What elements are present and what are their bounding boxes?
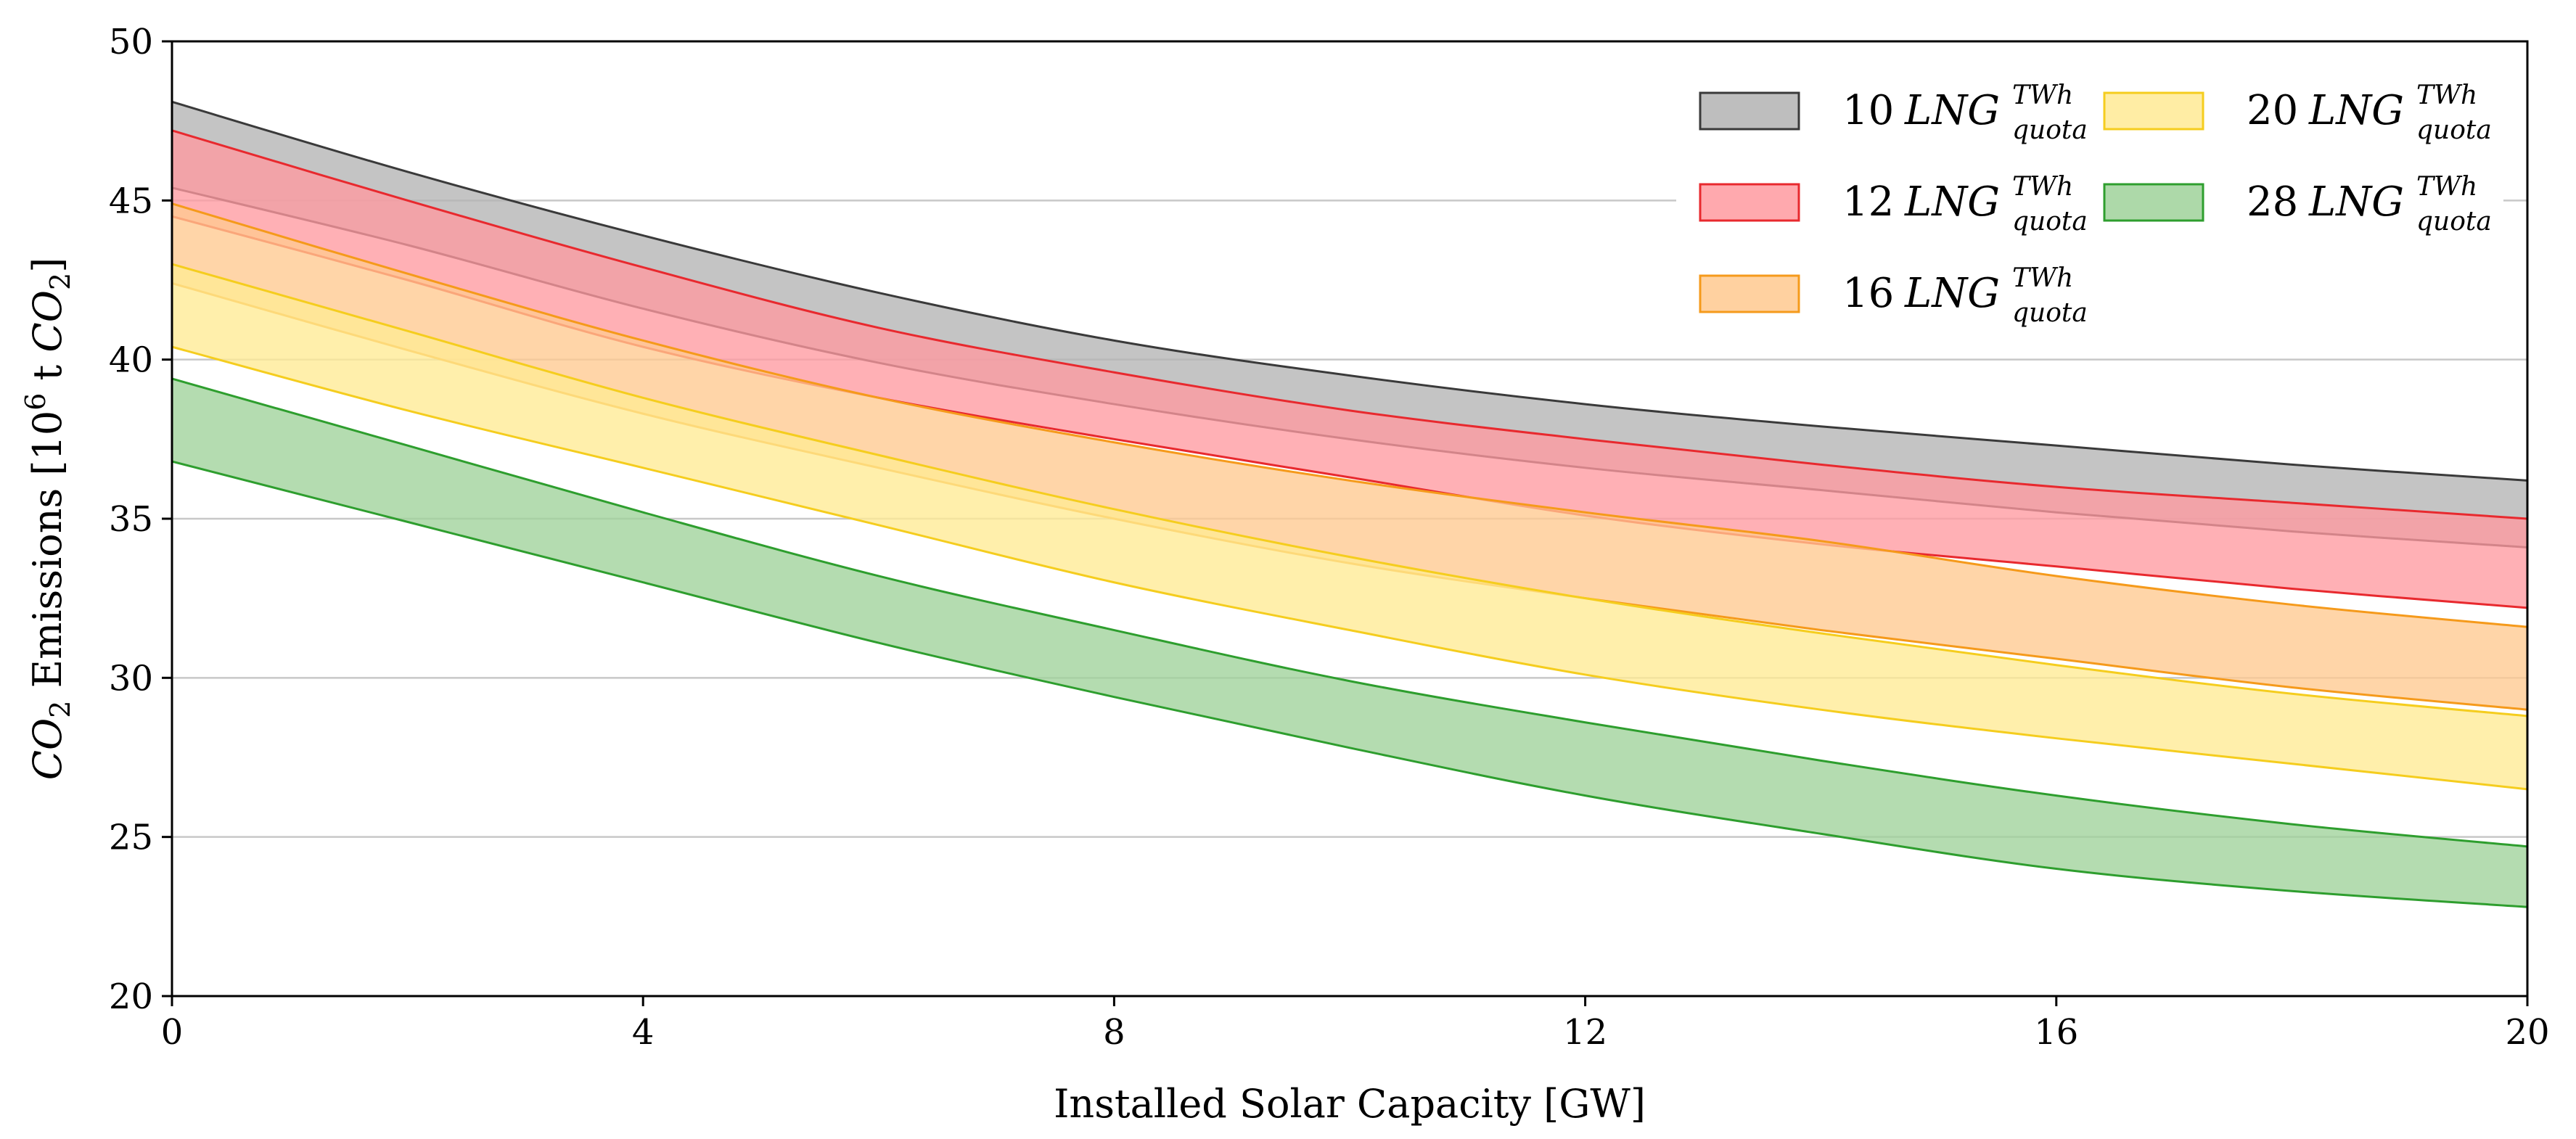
y-label-exp: 6 [20,393,52,411]
y-tick-label: 30 [109,658,153,699]
y-label-middle: Emissions [10 [25,411,70,701]
legend-symbol: LNG [1904,178,2000,226]
legend-swatch [1699,274,1800,313]
legend-sup: TWh [2012,81,2073,110]
x-tick-label: 4 [632,1012,655,1053]
legend-swatch [2103,183,2204,222]
y-label-unit-symbol: CO [25,290,70,353]
x-tick-label: 8 [1103,1012,1125,1053]
legend-sup: TWh [2416,81,2477,110]
legend-number: 16 [1842,270,1894,317]
band-upper-edge-28 [171,377,2528,848]
legend-sub: quota [2012,207,2088,237]
band-lower-edge-20 [171,345,2528,791]
y-label-sub: 2 [44,701,76,718]
legend-number: 28 [2247,178,2298,226]
legend-swatch [2103,91,2204,131]
band-28 [172,378,2527,908]
legend-sub: quota [2012,115,2088,145]
y-tick-label: 35 [109,499,153,540]
legend-item-16: 16 LNG TWh quota [1699,263,2088,328]
legend-sub: quota [2416,115,2492,145]
legend-sup: TWh [2012,172,2073,202]
legend-number: 12 [1842,178,1894,226]
band-upper-edge-10 [171,100,2528,482]
ticks: 0 4 8 12 16 20 20 25 30 35 40 45 50 [109,22,2550,1053]
legend-item-20: 20 LNG TWh quota [2103,81,2492,145]
legend-sup: TWh [2416,172,2477,202]
y-tick-label: 50 [109,22,153,62]
legend-number: 10 [1842,87,1894,134]
x-axis-label: Installed Solar Capacity [GW] [1054,1081,1646,1127]
legend-background [1676,65,2503,348]
x-tick-label: 12 [1563,1012,1607,1053]
legend-sub: quota [2012,298,2088,328]
legend-number: 20 [2247,87,2298,134]
y-label-unit: t [25,353,70,393]
legend-item-12: 12 LNG TWh quota [1699,172,2088,237]
legend-item-28: 28 LNG TWh quota [2103,172,2492,237]
x-tick-label: 0 [161,1012,184,1053]
y-tick-label: 45 [109,181,153,221]
y-tick-label: 25 [109,818,153,858]
legend-sub: quota [2416,207,2492,237]
x-tick-label: 20 [2505,1012,2549,1053]
y-label-symbol: CO [25,718,70,781]
legend-item-10: 10 LNG TWh quota [1699,81,2088,145]
band-upper-edge-16 [171,202,2528,628]
band-upper-edge-12 [171,129,2528,520]
legend-symbol: LNG [2308,178,2404,226]
y-tick-label: 40 [109,340,153,381]
band-16 [172,203,2527,710]
y-axis-label: CO2 Emissions [106 t CO2] [20,258,76,781]
legend-symbol: LNG [2308,87,2404,134]
x-tick-label: 16 [2034,1012,2078,1053]
y-label-suffix: ] [25,258,70,273]
band-20 [172,264,2527,789]
band-lower-edge-28 [171,460,2528,908]
band-12 [172,130,2527,608]
y-tick-label: 20 [109,976,153,1017]
band-upper-edge-20 [171,263,2528,717]
legend-swatch [1699,91,1800,131]
legend-symbol: LNG [1904,87,2000,134]
legend-symbol: LNG [1904,270,2000,317]
legend-swatch [1699,183,1800,222]
y-label-unit-sub: 2 [44,273,76,290]
legend-sup: TWh [2012,263,2073,293]
bands [171,100,2528,908]
